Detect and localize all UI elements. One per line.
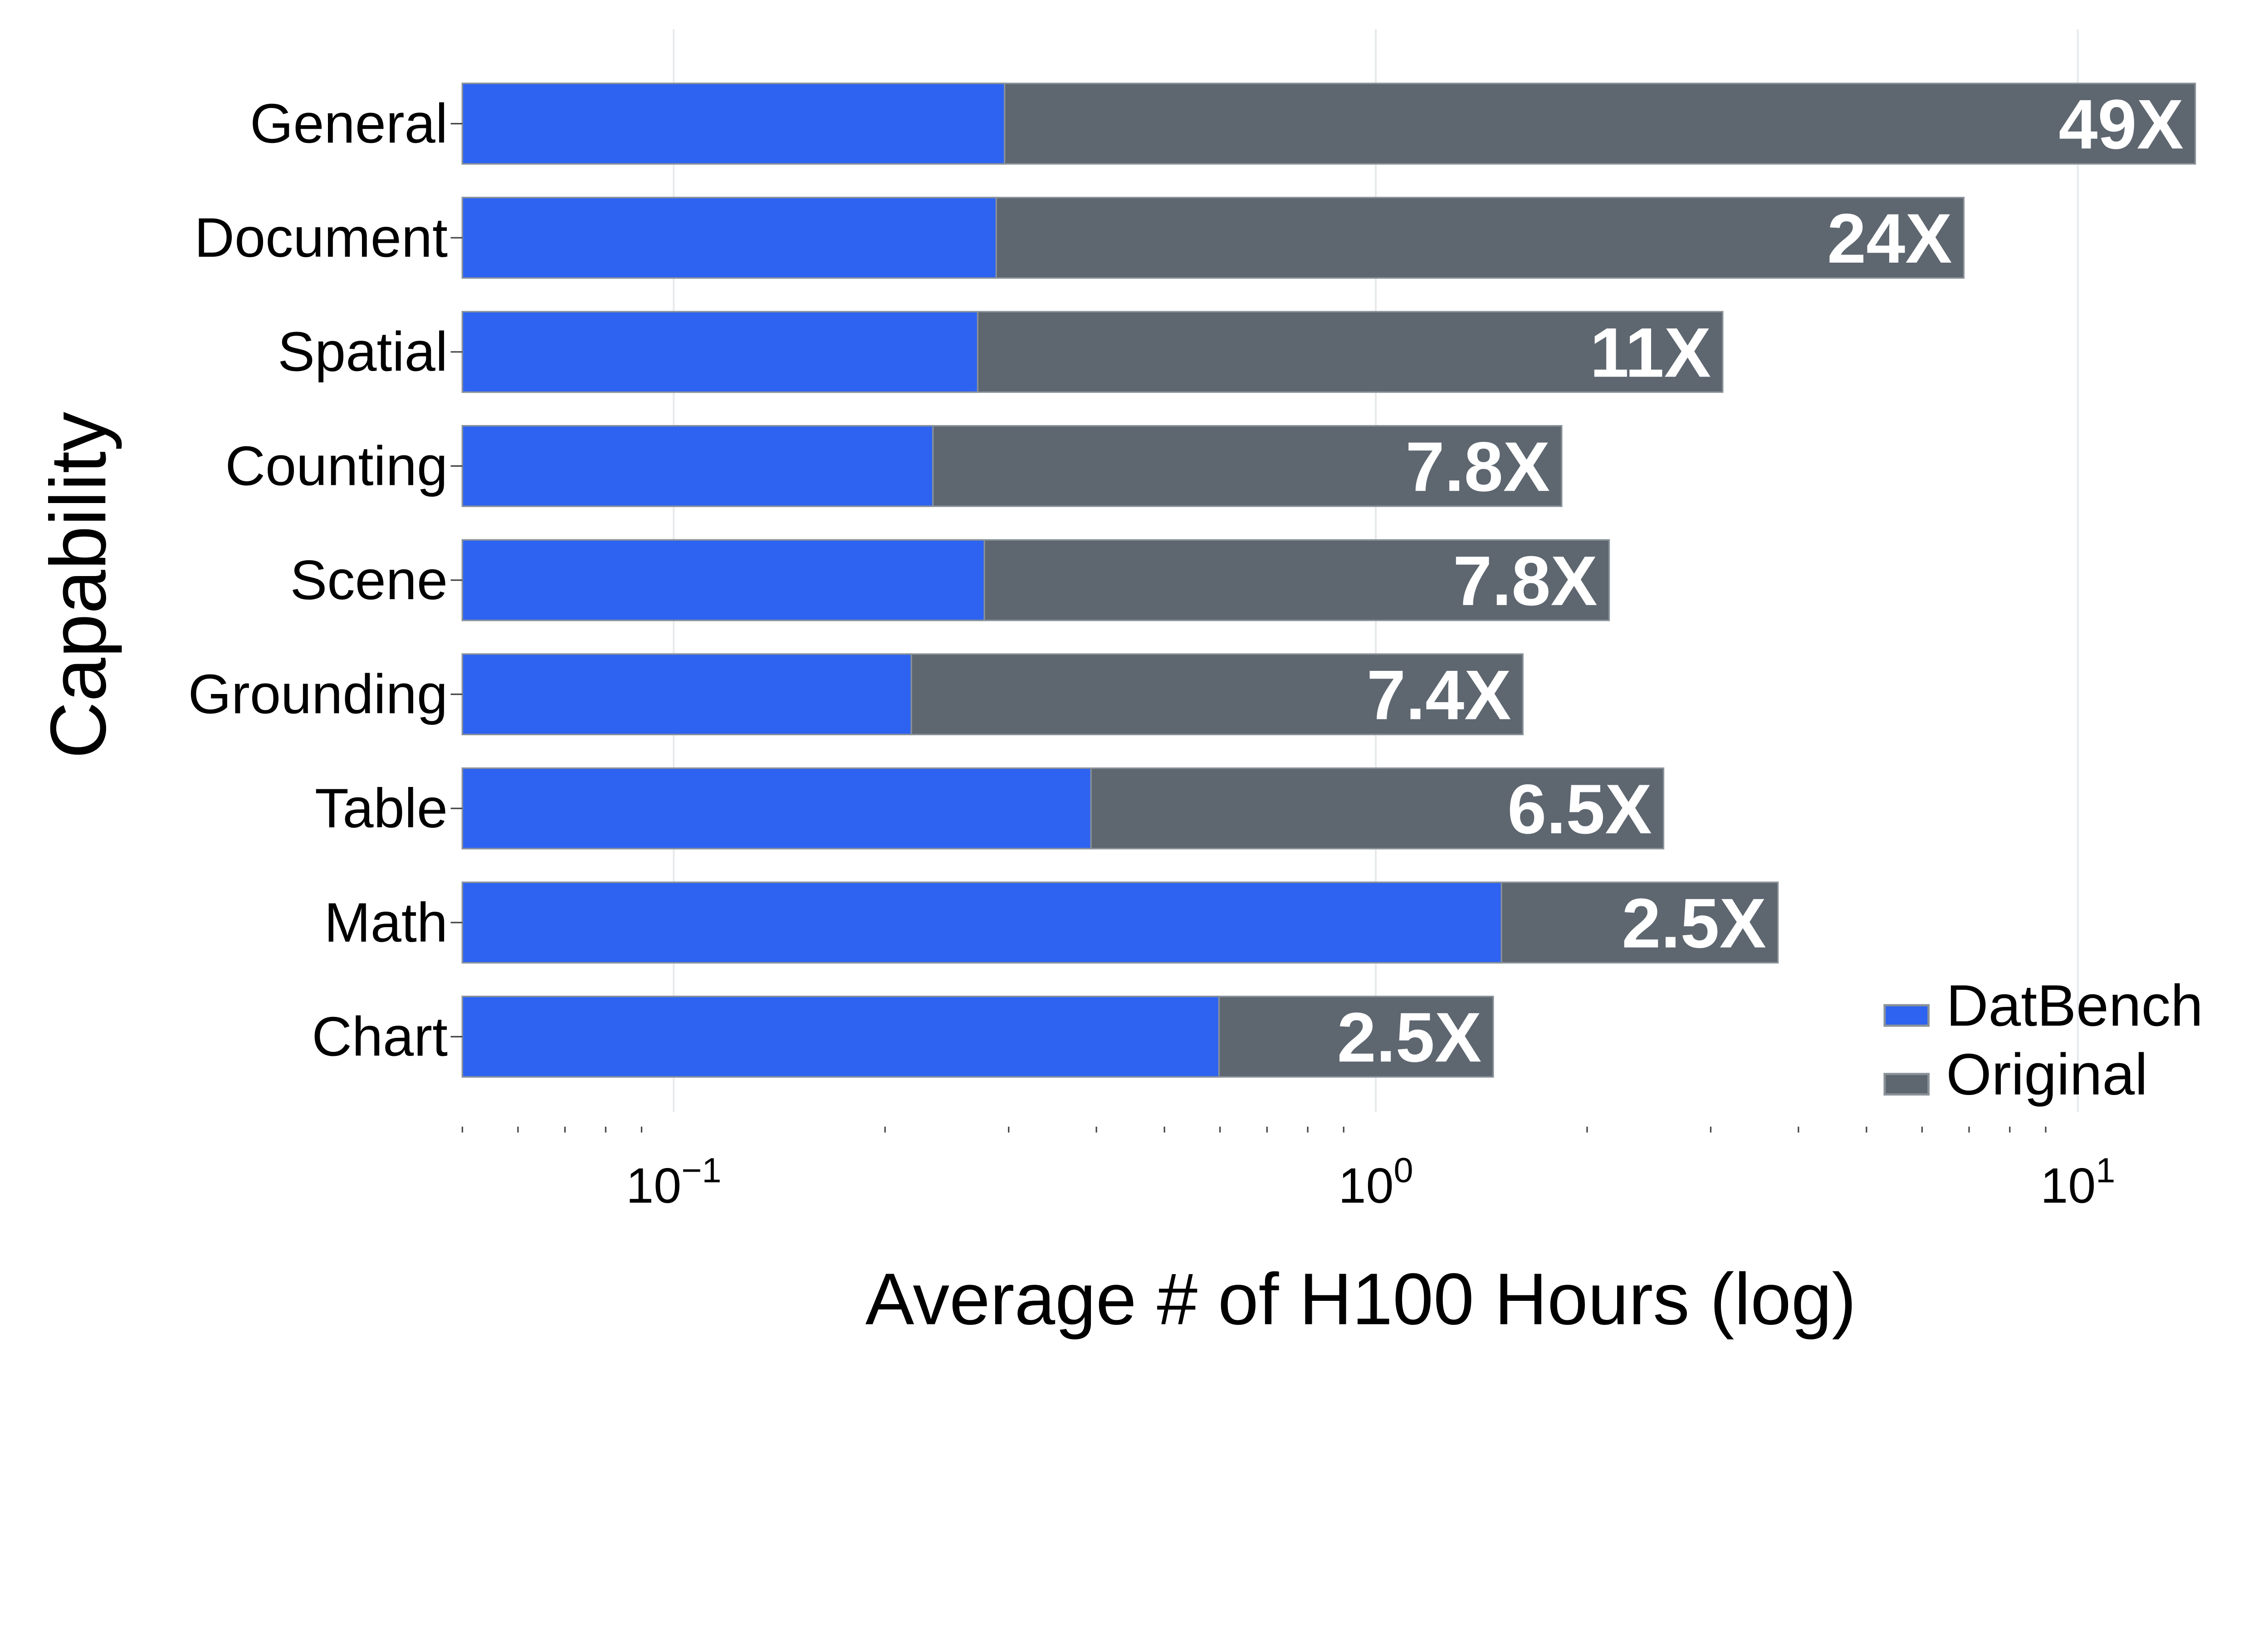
x-tick-label: 100 [1338, 1151, 1413, 1213]
x-axis-label: Average # of H100 Hours (log) [865, 1258, 1856, 1340]
bars: 49X 24X 11X 7.8X 7.8X 7.4X 6.5X 2.5X 2.5X [461, 83, 2196, 1078]
bar-datbench [461, 425, 934, 507]
bar-datbench [461, 653, 912, 735]
bar-datbench [461, 196, 997, 279]
bar-datbench [461, 881, 1502, 964]
legend-label: Original [1946, 1042, 2148, 1107]
data-label: 24X [1827, 199, 1952, 278]
data-label: 49X [2058, 85, 2184, 163]
y-tick-label: Grounding [188, 663, 448, 725]
y-tick-label: Chart [312, 1005, 448, 1067]
bar-datbench [461, 996, 1220, 1078]
data-label: 6.5X [1507, 770, 1652, 848]
y-tick-label: Scene [290, 549, 448, 611]
bar-datbench [461, 539, 985, 621]
x-tick-label: 101 [2040, 1151, 2115, 1213]
y-tick-label: General [250, 93, 448, 155]
y-tick-label: Counting [225, 435, 448, 497]
y-axis-label: Capability [34, 412, 122, 759]
y-tick-label: Table [315, 777, 448, 839]
legend-swatch [1883, 1073, 1930, 1096]
y-tick-label: Math [324, 891, 448, 953]
y-axis-labels: General Document Spatial Counting Scene Groun… [188, 93, 463, 1067]
y-tick-label: Spatial [278, 321, 448, 383]
data-label: 7.8X [1406, 427, 1550, 506]
legend-label: DatBench [1946, 973, 2203, 1038]
data-label: 7.4X [1367, 655, 1511, 734]
bar-datbench [461, 311, 979, 393]
bar-datbench [461, 767, 1092, 850]
data-label: 7.8X [1453, 542, 1598, 620]
data-label: 2.5X [1337, 998, 1482, 1076]
legend-swatch [1883, 1004, 1930, 1027]
bar-datbench [461, 83, 1006, 165]
data-label: 11X [1590, 313, 1711, 392]
y-tick-label: Document [194, 206, 448, 269]
x-axis-ticks: 10−1 100 101 [461, 1126, 2115, 1214]
x-tick-label: 10−1 [626, 1151, 721, 1213]
data-label: 2.5X [1622, 884, 1766, 963]
